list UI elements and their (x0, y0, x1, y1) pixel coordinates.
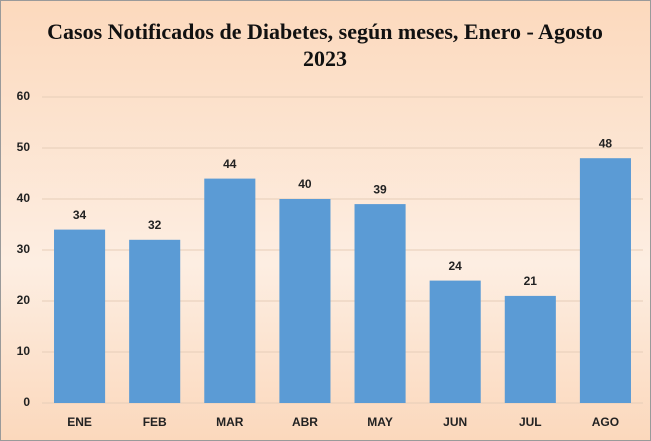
y-tick-label: 50 (17, 140, 31, 154)
x-tick-label: MAR (216, 415, 244, 429)
data-label: 21 (524, 274, 538, 288)
chart-title: Casos Notificados de Diabetes, según mes… (47, 19, 603, 71)
x-tick-label: FEB (143, 415, 167, 429)
data-label: 32 (148, 218, 162, 232)
x-tick-label: ABR (292, 415, 318, 429)
x-tick-label: JUN (443, 415, 467, 429)
bar (279, 199, 331, 403)
x-tick-label: JUL (519, 415, 542, 429)
bar (129, 239, 181, 403)
bar (579, 158, 631, 403)
data-label: 34 (73, 208, 87, 222)
y-tick-label: 40 (17, 191, 31, 205)
data-label: 44 (223, 157, 237, 171)
data-label: 39 (373, 182, 387, 196)
bar (504, 295, 556, 403)
bar (54, 229, 106, 403)
data-label: 40 (298, 177, 312, 191)
data-label: 24 (449, 259, 463, 273)
y-tick-label: 30 (17, 242, 31, 256)
data-label: 48 (599, 136, 613, 150)
y-tick-label: 20 (17, 293, 31, 307)
y-tick-label: 10 (17, 344, 31, 358)
x-tick-label: ENE (67, 415, 92, 429)
bar (429, 280, 481, 403)
x-tick-label: AGO (592, 415, 619, 429)
y-tick-label: 60 (17, 89, 31, 103)
y-tick-label: 0 (23, 395, 30, 409)
bar (354, 204, 406, 403)
bar (204, 178, 256, 403)
x-tick-label: MAY (367, 415, 393, 429)
